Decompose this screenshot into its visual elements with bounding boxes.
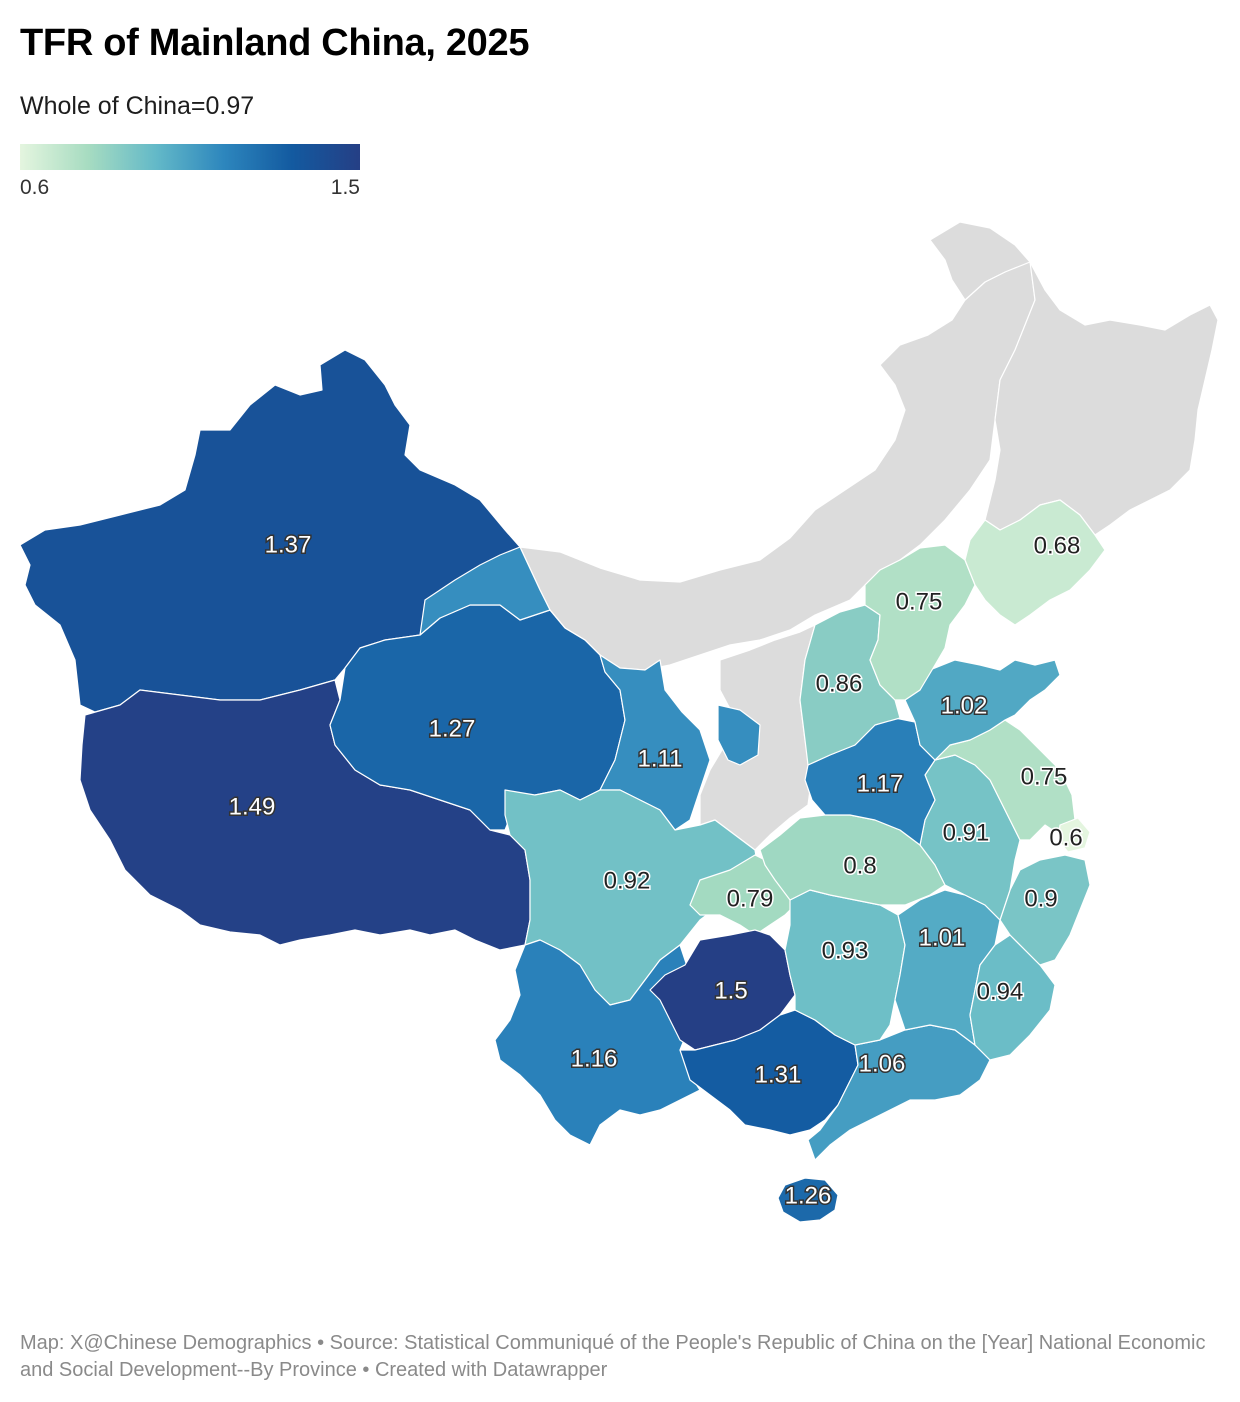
region-gansu[interactable] xyxy=(419,546,711,831)
label-hebei: 0.75 xyxy=(896,588,943,615)
label-xinjiang: 1.37 xyxy=(265,531,312,558)
label-chongqing: 0.79 xyxy=(727,885,774,912)
map-title: TFR of Mainland China, 2025 xyxy=(20,22,530,64)
label-jiangsu: 0.75 xyxy=(1021,763,1068,790)
label-yunnan: 1.16 xyxy=(571,1045,618,1072)
label-zhejiang: 0.9 xyxy=(1024,885,1057,912)
label-guizhou: 1.5 xyxy=(714,977,747,1004)
region-hainan[interactable] xyxy=(777,1177,839,1223)
legend-gradient-bar xyxy=(20,144,360,170)
label-guangxi: 1.31 xyxy=(755,1061,802,1088)
label-tibet: 1.49 xyxy=(229,793,276,820)
region-yunnan[interactable] xyxy=(494,939,701,1146)
region-sichuan[interactable] xyxy=(504,789,761,1006)
region-shanghai[interactable] xyxy=(1057,817,1091,853)
label-hubei: 0.8 xyxy=(843,852,876,879)
region-heilongjiang-jilin[interactable] xyxy=(929,221,1219,536)
label-anhui: 0.91 xyxy=(943,819,990,846)
label-gansu: 1.11 xyxy=(638,745,683,772)
label-jiangxi: 1.01 xyxy=(919,924,966,951)
label-sichuan: 0.92 xyxy=(604,867,651,894)
label-shanxi: 0.86 xyxy=(816,670,863,697)
map-subtitle: Whole of China=0.97 xyxy=(20,92,255,120)
label-fujian: 0.94 xyxy=(977,978,1024,1005)
label-liaoning: 0.68 xyxy=(1034,532,1081,559)
region-ningxia[interactable] xyxy=(717,704,761,766)
color-legend: 0.6 1.5 xyxy=(20,144,360,199)
region-hebei[interactable] xyxy=(864,544,976,701)
legend-min-label: 0.6 xyxy=(20,176,50,199)
label-henan: 1.17 xyxy=(857,770,904,797)
legend-max-label: 1.5 xyxy=(330,176,360,199)
region-shandong[interactable] xyxy=(904,659,1061,761)
label-shandong: 1.02 xyxy=(941,692,988,719)
label-shanghai: 0.6 xyxy=(1049,824,1082,851)
label-qinghai: 1.27 xyxy=(429,715,476,742)
label-guangdong: 1.06 xyxy=(859,1050,906,1077)
region-liaoning[interactable] xyxy=(964,499,1106,626)
label-hunan: 0.93 xyxy=(822,937,869,964)
source-footer: Map: X@Chinese Demographics • Source: St… xyxy=(20,1332,1206,1381)
region-zhejiang[interactable] xyxy=(999,854,1091,966)
label-hainan: 1.26 xyxy=(785,1182,832,1209)
